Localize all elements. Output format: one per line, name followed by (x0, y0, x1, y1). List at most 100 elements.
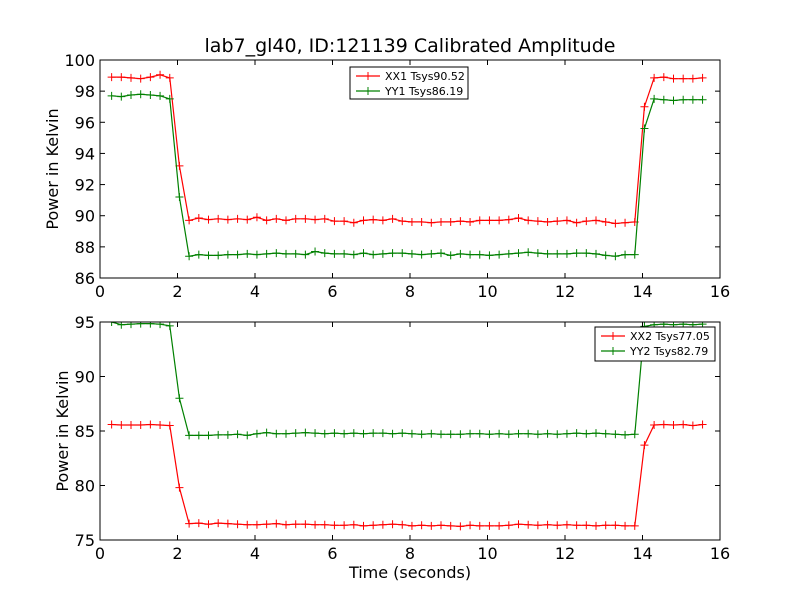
data-point (398, 249, 407, 258)
data-point (330, 521, 339, 530)
data-point (107, 420, 116, 429)
data-point (427, 521, 436, 530)
y-tick-label: 98 (75, 82, 95, 101)
data-point (301, 250, 310, 259)
data-point (611, 521, 620, 530)
data-point (650, 73, 659, 82)
data-point (369, 521, 378, 530)
legend-marker (364, 87, 372, 95)
data-point (252, 213, 261, 222)
legend: XX2 Tsys77.05 YY2 Tsys82.79 (594, 326, 716, 362)
legend-entry: XX1 Tsys90.52 (356, 70, 465, 83)
y-tick-label: 95 (75, 313, 95, 332)
data-point (417, 217, 426, 226)
data-point (611, 219, 620, 228)
data-point (233, 430, 242, 439)
data-point (582, 429, 591, 438)
data-point (553, 217, 562, 226)
data-point (204, 251, 213, 260)
data-point (175, 483, 184, 492)
data-point (369, 215, 378, 224)
data-point (233, 520, 242, 529)
data-point (659, 95, 668, 104)
data-point (117, 92, 126, 101)
data-point (630, 430, 639, 439)
series-2 (107, 322, 707, 440)
data-point (233, 214, 242, 223)
data-point (282, 249, 290, 258)
data-point (204, 520, 213, 529)
data-point (282, 520, 290, 529)
y-tick-label: 94 (75, 144, 95, 163)
data-point (214, 214, 223, 223)
x-tick-label: 8 (405, 282, 415, 301)
x-tick-label: 16 (710, 282, 730, 301)
data-point (650, 94, 659, 103)
data-point (243, 520, 252, 529)
data-point (378, 216, 387, 225)
data-point (688, 421, 697, 430)
legend-label: XX2 Tsys77.05 (630, 330, 710, 343)
data-point (262, 428, 271, 437)
data-point (524, 429, 533, 438)
data-point (146, 73, 155, 82)
data-point (127, 322, 135, 329)
y-axis-label: Power in Kelvin (43, 108, 62, 229)
data-point (223, 519, 232, 528)
data-point (456, 249, 465, 258)
y-tick-label: 92 (75, 176, 95, 195)
data-point (301, 214, 310, 223)
data-point (291, 429, 300, 438)
data-point (562, 249, 571, 258)
data-point (562, 520, 571, 529)
data-point (630, 250, 639, 259)
plot-area (107, 70, 707, 261)
data-point (582, 249, 591, 258)
plot-area (107, 322, 707, 531)
data-point (485, 216, 494, 225)
data-point (611, 252, 620, 261)
data-point (320, 214, 329, 223)
data-point (417, 521, 426, 530)
data-point (214, 519, 223, 528)
data-point (252, 429, 261, 438)
data-point (475, 216, 484, 225)
legend-entry: XX2 Tsys77.05 (601, 330, 710, 343)
data-point (194, 519, 203, 528)
data-point (504, 249, 513, 258)
data-point (446, 430, 455, 439)
data-point (582, 521, 591, 530)
data-point (223, 215, 232, 224)
data-point (388, 214, 397, 223)
data-point (165, 322, 174, 330)
legend-entry: YY2 Tsys82.79 (601, 345, 708, 358)
legend: XX1 Tsys90.52 YY1 Tsys86.19 (349, 66, 469, 100)
data-point (437, 217, 445, 226)
data-point (437, 430, 445, 439)
data-point (340, 217, 349, 226)
data-point (136, 74, 145, 83)
data-point (592, 216, 600, 225)
data-point (185, 431, 194, 440)
data-point (194, 214, 203, 223)
data-point (291, 249, 300, 258)
data-point (466, 217, 475, 226)
data-point (659, 420, 668, 429)
data-point (107, 73, 116, 82)
data-point (223, 250, 232, 259)
data-point (456, 430, 465, 439)
data-point (592, 429, 600, 438)
data-point (330, 217, 339, 226)
data-point (107, 91, 116, 100)
data-point (262, 216, 271, 225)
data-point (524, 248, 533, 257)
data-point (698, 73, 707, 82)
data-point (698, 95, 707, 104)
data-point (282, 429, 290, 438)
data-point (359, 249, 368, 258)
legend-label: YY2 Tsys82.79 (629, 345, 708, 358)
y-tick-label: 88 (75, 238, 95, 257)
data-point (533, 430, 542, 439)
data-point (330, 429, 339, 438)
